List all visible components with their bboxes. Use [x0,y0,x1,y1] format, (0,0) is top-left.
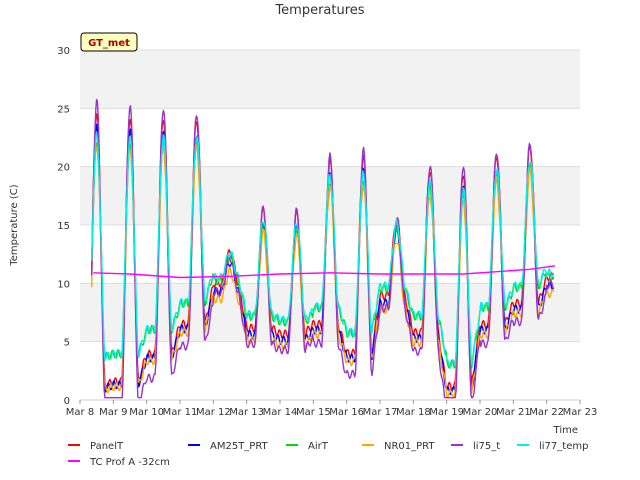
y-tick-label: 25 [57,104,70,115]
x-tick-label: Mar 22 [529,407,564,418]
x-tick-label: Mar 9 [99,407,127,418]
x-tick-label: Mar 16 [329,407,364,418]
series-line-tc-prof-a-32cm [93,265,556,279]
chart-title: Temperatures [274,3,364,18]
y-tick-label: 20 [57,163,70,174]
legend-label: li75_t [473,441,500,452]
badge-box [80,32,138,52]
legend-label: PanelT [90,441,124,452]
x-tick-label: Mar 10 [129,407,164,418]
y-axis-label: Temperature (C) [9,184,20,266]
station-badge: GT_met [80,32,138,52]
series-line-li77-temp [91,131,554,369]
x-tick-label: Mar 23 [563,407,598,418]
legend-label: li77_temp [539,441,588,452]
legend-label: AM25T_PRT [210,441,269,452]
x-tick-label: Mar 17 [363,407,398,418]
grid-band [80,50,580,109]
y-tick-label: 0 [64,396,70,407]
x-tick-label: Mar 19 [429,407,464,418]
x-tick-label: Mar 18 [396,407,431,418]
y-tick-label: 15 [57,221,70,232]
legend: PanelT AM25T_PRT AirT NR01_PRT li75_t li77_te… [68,441,588,468]
x-tick-label: Mar 14 [263,407,298,418]
grid-band [80,283,580,342]
x-axis-label: Time [553,425,578,436]
x-tick-label: Mar 11 [163,407,198,418]
x-tick-label: Mar 15 [296,407,331,418]
x-tick-label: Mar 20 [463,407,498,418]
y-tick-label: 5 [64,338,70,349]
series-lines [91,98,556,399]
badge-label: GT_met [88,38,130,49]
y-tick-label: 10 [57,279,70,290]
x-tick-label: Mar 21 [496,407,531,418]
series-line-li75-t [91,98,554,399]
legend-label: TC Prof A -32cm [89,457,170,468]
legend-label: NR01_PRT [384,441,435,452]
y-tick-label: 30 [57,46,70,57]
x-tick-label: Mar 13 [229,407,264,418]
x-tick-label: Mar 8 [66,407,94,418]
legend-label: AirT [308,441,329,452]
x-tick-label: Mar 12 [196,407,231,418]
